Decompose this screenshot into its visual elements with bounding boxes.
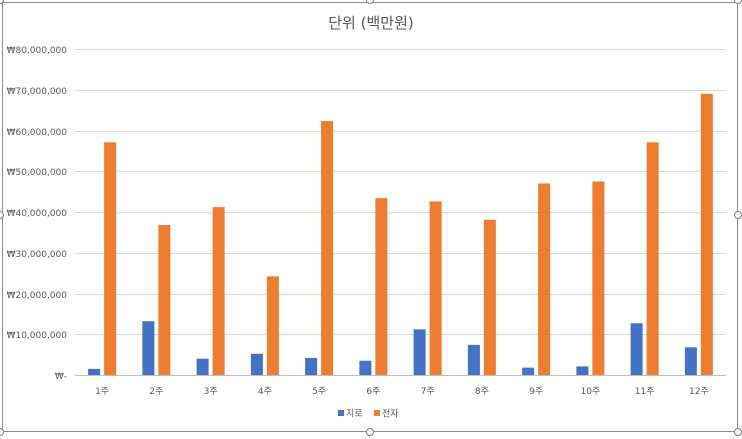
x-tick-label: 6주	[366, 386, 380, 397]
y-tick-label: ₩20,000,000	[7, 291, 68, 301]
bar-jeonja[interactable]	[483, 219, 496, 375]
bar-jiro[interactable]	[142, 321, 155, 375]
y-tick-label: ₩40,000,000	[7, 209, 68, 219]
y-tick-label: ₩60,000,000	[7, 128, 68, 138]
bar-jeonja[interactable]	[212, 207, 225, 375]
bar-jiro[interactable]	[684, 347, 697, 375]
legend-swatch-jeonja	[374, 410, 380, 416]
legend-swatch-jiro	[338, 410, 344, 416]
y-tick-label: ₩10,000,000	[7, 331, 68, 341]
x-tick-label: 10주	[581, 386, 601, 397]
legend-label-jeonja: 전자	[382, 409, 399, 420]
x-tick-label: 3주	[204, 386, 218, 397]
resize-handle-bottom[interactable]	[366, 428, 374, 436]
x-tick-label: 8주	[475, 386, 489, 397]
y-tick-label: ₩-	[55, 372, 67, 382]
y-tick-label: ₩50,000,000	[7, 168, 68, 178]
legend-label-jiro: 지로	[346, 409, 363, 420]
x-tick-label: 1주	[95, 386, 109, 397]
bar-jiro[interactable]	[88, 368, 101, 375]
chart-title: 단위 (백만원)	[328, 14, 414, 32]
bar-jeonja[interactable]	[429, 201, 442, 375]
x-tick-label: 12주	[689, 386, 709, 397]
bar-jeonja[interactable]	[321, 121, 334, 375]
bar-jeonja[interactable]	[158, 225, 171, 375]
bar-jeonja[interactable]	[646, 142, 659, 375]
x-tick-label: 9주	[529, 386, 543, 397]
bar-jiro[interactable]	[576, 366, 589, 375]
bar-jiro[interactable]	[413, 329, 426, 375]
x-tick-label: 2주	[149, 386, 163, 397]
bar-jeonja[interactable]	[538, 183, 551, 375]
bar-jiro[interactable]	[305, 357, 318, 375]
x-tick-label: 7주	[421, 386, 435, 397]
x-tick-label: 4주	[258, 386, 272, 397]
bar-jiro[interactable]	[467, 344, 480, 375]
bar-jeonja[interactable]	[266, 276, 279, 375]
x-tick-label: 5주	[312, 386, 326, 397]
bar-jeonja[interactable]	[700, 93, 713, 375]
chart-area[interactable]	[2, 2, 738, 432]
bar-jeonja[interactable]	[375, 198, 388, 375]
y-tick-label: ₩70,000,000	[7, 87, 68, 97]
bar-jiro[interactable]	[359, 360, 372, 375]
bar-jiro[interactable]	[196, 358, 209, 375]
y-tick-label: ₩80,000,000	[7, 46, 68, 56]
bar-jeonja[interactable]	[104, 142, 117, 375]
bar-jeonja[interactable]	[592, 181, 605, 375]
x-tick-label: 11주	[635, 386, 655, 397]
bar-jiro[interactable]	[250, 353, 263, 375]
bar-jiro[interactable]	[522, 367, 535, 375]
y-tick-label: ₩30,000,000	[7, 250, 68, 260]
bar-jiro[interactable]	[630, 323, 643, 375]
